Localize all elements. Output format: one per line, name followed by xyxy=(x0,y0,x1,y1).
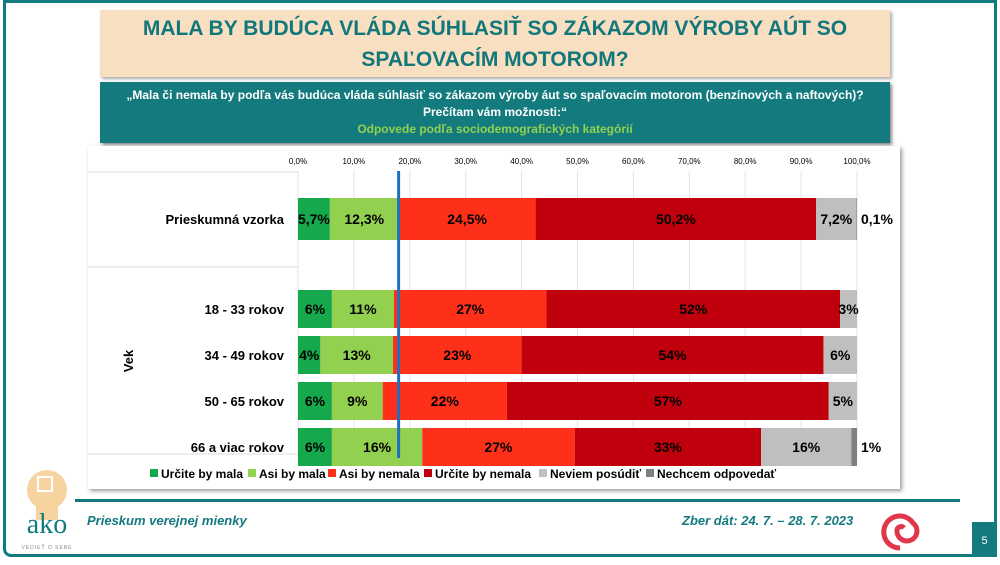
footer-survey-title: Prieskum verejnej mienky xyxy=(87,513,247,528)
bar-segment xyxy=(546,290,841,328)
bar-segment xyxy=(393,290,547,328)
bar-segment xyxy=(761,428,852,466)
svg-text:VEDIEŤ O SEBE: VEDIEŤ O SEBE xyxy=(21,543,72,551)
data-label: 6% xyxy=(305,393,326,409)
bar-segment xyxy=(840,290,857,328)
x-tick-label: 20,0% xyxy=(398,157,421,166)
bar-segment xyxy=(851,428,857,466)
x-tick-label: 80,0% xyxy=(734,157,757,166)
bar-segment xyxy=(298,198,330,240)
data-label: 6% xyxy=(305,301,326,317)
data-label: 27% xyxy=(484,439,513,455)
x-tick-label: 90,0% xyxy=(790,157,813,166)
legend-label: Určite by nemala xyxy=(435,467,531,481)
bar-segment xyxy=(331,290,394,328)
spiral-logo-icon xyxy=(881,513,920,551)
data-label: 4% xyxy=(299,347,320,363)
data-label: 50,2% xyxy=(656,211,696,227)
bar-segment xyxy=(506,382,829,420)
x-tick-label: 50,0% xyxy=(566,157,589,166)
x-tick-label: 0,0% xyxy=(289,157,307,166)
slide-frame xyxy=(3,0,997,557)
data-label: 9% xyxy=(347,393,368,409)
category-label: 50 - 65 rokov xyxy=(205,394,285,409)
data-label: 5,7% xyxy=(298,211,330,227)
data-label: 6% xyxy=(830,347,851,363)
x-tick-label: 30,0% xyxy=(454,157,477,166)
bar-segment xyxy=(535,198,817,240)
x-tick-label: 60,0% xyxy=(622,157,645,166)
question-box: „Mala či nemala by podľa vás budúca vlád… xyxy=(100,82,890,143)
data-label: 16% xyxy=(363,439,392,455)
data-label: 0,1% xyxy=(861,211,893,227)
bar-segment xyxy=(329,198,399,240)
x-tick-label: 40,0% xyxy=(510,157,533,166)
stacked-bar-chart: 0,0% 10,0% 20,0% 30,0% 40,0% 50,0% 60,0% 70,0% 8… xyxy=(88,157,893,481)
data-label: 57% xyxy=(654,393,683,409)
bar-segment xyxy=(382,382,507,420)
x-tick-label: 100,0% xyxy=(843,157,870,166)
data-label: 16% xyxy=(792,439,821,455)
legend-label: Asi by mala xyxy=(259,467,326,481)
ako-logo: ako VEDIEŤ O SEBE xyxy=(21,470,72,551)
legend-label: Určite by mala xyxy=(161,467,243,481)
svg-text:ako: ako xyxy=(27,509,67,540)
bar-segment xyxy=(816,198,857,240)
bar-segment xyxy=(828,382,857,420)
data-label: 6% xyxy=(305,439,326,455)
bar-segment xyxy=(393,336,522,374)
legend-swatch xyxy=(646,469,654,477)
data-label: 11% xyxy=(349,301,377,317)
data-label: 27% xyxy=(456,301,485,317)
question-subtitle: Odpovede podľa sociodemografických kateg… xyxy=(357,122,633,136)
footer-divider xyxy=(75,499,960,502)
data-label: 54% xyxy=(659,347,688,363)
data-label: 33% xyxy=(654,439,683,455)
bar-segment xyxy=(521,336,824,374)
category-label: Prieskumná vzorka xyxy=(165,212,284,227)
data-label: 24,5% xyxy=(447,211,487,227)
footer-date: Zber dát: 24. 7. – 28. 7. 2023 xyxy=(682,513,854,528)
data-label: 52% xyxy=(679,301,708,317)
data-label: 12,3% xyxy=(344,211,384,227)
bar-segment xyxy=(331,428,423,466)
page-number: 5 xyxy=(972,522,997,557)
bar-segment xyxy=(298,428,332,466)
bar-segment xyxy=(856,198,857,240)
bar-segment xyxy=(574,428,762,466)
legend-swatch xyxy=(328,469,336,477)
data-label: 1% xyxy=(861,439,882,455)
data-label: 13% xyxy=(343,347,372,363)
question-text: „Mala či nemala by podľa vás budúca vlád… xyxy=(126,88,864,102)
group-label: Vek xyxy=(121,349,136,372)
chart-area: 0,0% 10,0% 20,0% 30,0% 40,0% 50,0% 60,0% 70,0% 8… xyxy=(88,146,900,489)
bar-segment xyxy=(422,428,575,466)
legend-label: Asi by nemala xyxy=(339,467,420,481)
bar-segment xyxy=(823,336,857,374)
bar-segment xyxy=(298,290,332,328)
bar-segment xyxy=(298,382,332,420)
legend-label: Nechcem odpovedať xyxy=(657,467,776,481)
page-title: MALA BY BUDÚCA VLÁDA SÚHLASIŤ SO ZÁKAZOM… xyxy=(100,10,890,77)
bar-segment xyxy=(320,336,394,374)
data-label: 7,2% xyxy=(820,211,852,227)
question-text-2: Prečítam vám možnosti:“ xyxy=(422,105,568,119)
data-label: 3% xyxy=(838,301,859,317)
data-label: 22% xyxy=(431,393,460,409)
legend-swatch xyxy=(424,469,432,477)
legend-swatch xyxy=(248,469,256,477)
bar-segment xyxy=(298,336,321,374)
category-label: 34 - 49 rokov xyxy=(205,348,285,363)
legend-swatch xyxy=(150,469,158,477)
data-label: 5% xyxy=(833,393,854,409)
category-label: 18 - 33 rokov xyxy=(205,302,285,317)
x-tick-label: 10,0% xyxy=(343,157,366,166)
category-label: 66 a viac rokov xyxy=(191,440,285,455)
legend-label: Neviem posúdiť xyxy=(550,467,641,481)
bar-segment xyxy=(398,198,536,240)
data-label: 23% xyxy=(443,347,472,363)
x-tick-label: 70,0% xyxy=(678,157,701,166)
legend-swatch xyxy=(539,469,547,477)
bar-segment xyxy=(331,382,383,420)
